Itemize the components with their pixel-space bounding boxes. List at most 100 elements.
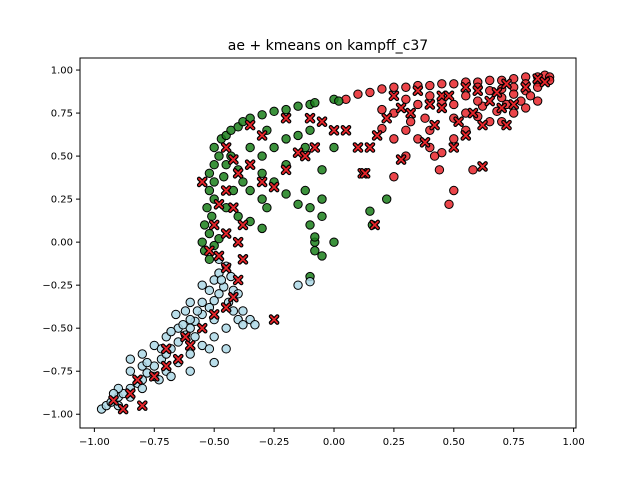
data-point-x <box>502 79 511 88</box>
data-point-x <box>258 177 267 187</box>
data-point <box>199 220 210 230</box>
data-point-x <box>119 404 128 414</box>
data-point <box>166 326 176 337</box>
data-point-x <box>281 114 291 123</box>
data-point-x <box>396 155 406 164</box>
data-point <box>281 104 291 115</box>
data-point-x <box>210 220 219 230</box>
data-point <box>125 354 136 364</box>
data-point <box>281 134 291 144</box>
data-point <box>166 371 176 382</box>
data-point <box>444 199 454 209</box>
data-point-x <box>492 88 502 97</box>
data-point <box>365 87 375 98</box>
data-point-x <box>186 341 195 350</box>
data-point <box>219 172 229 182</box>
data-point-x <box>396 103 406 113</box>
data-point-x <box>370 220 379 230</box>
x-tick-label: 0.00 <box>323 437 345 448</box>
data-point-x <box>478 162 487 171</box>
data-point-x <box>485 96 494 106</box>
data-point <box>238 320 248 330</box>
data-point <box>137 349 147 359</box>
data-point <box>377 84 387 94</box>
x-tick-label: −0.50 <box>199 437 230 448</box>
data-point-x <box>533 74 542 83</box>
data-point <box>389 172 399 182</box>
data-point-x <box>138 401 147 410</box>
data-point <box>180 306 191 316</box>
data-point <box>209 357 219 368</box>
data-point <box>257 194 267 204</box>
data-point <box>185 366 195 376</box>
data-point <box>214 289 224 299</box>
data-point <box>125 366 136 376</box>
data-point <box>520 103 531 113</box>
data-point-x <box>430 121 439 130</box>
data-point-x <box>497 103 506 113</box>
data-point-x <box>478 121 487 130</box>
data-point-x <box>420 138 430 147</box>
data-point <box>221 323 231 333</box>
data-point-x <box>461 83 470 92</box>
data-point-x <box>413 86 422 95</box>
data-point-x <box>301 151 310 161</box>
data-point <box>365 206 375 216</box>
data-point-x <box>229 293 238 302</box>
data-point <box>425 91 435 101</box>
data-point <box>202 203 212 213</box>
data-point <box>238 177 248 187</box>
data-point <box>281 189 291 199</box>
data-point <box>262 203 272 213</box>
data-point-x <box>246 160 255 169</box>
data-point <box>449 99 459 110</box>
data-point <box>233 211 243 222</box>
data-point <box>317 194 327 204</box>
data-point <box>305 220 315 230</box>
data-point <box>377 104 387 115</box>
data-point-x <box>210 310 219 319</box>
data-point-x <box>198 177 207 187</box>
data-point <box>171 309 181 320</box>
data-point <box>317 211 327 222</box>
data-point-x <box>150 372 159 381</box>
data-point-x <box>521 83 530 92</box>
data-point <box>204 168 215 179</box>
y-tick-label: 1.00 <box>51 66 73 77</box>
data-point <box>293 199 303 209</box>
data-point <box>142 357 152 368</box>
data-point-x <box>229 203 238 212</box>
data-point <box>317 165 327 175</box>
data-point-x <box>234 238 243 247</box>
data-point-x <box>461 131 470 140</box>
data-point <box>305 277 315 287</box>
data-point <box>293 280 303 290</box>
x-tick-label: 0.75 <box>503 437 525 448</box>
data-point <box>334 96 344 106</box>
data-point <box>185 314 195 325</box>
data-point-x <box>444 91 454 100</box>
data-point-x <box>246 121 255 130</box>
y-tick-label: 0.25 <box>51 195 73 206</box>
data-point-x <box>238 220 248 230</box>
data-point-x <box>258 131 267 140</box>
data-point <box>257 151 267 161</box>
data-point <box>401 82 411 92</box>
data-point <box>214 151 224 161</box>
data-point-x <box>109 396 118 405</box>
data-point-x <box>174 355 183 364</box>
data-point <box>204 228 215 239</box>
data-point <box>250 320 260 330</box>
data-point <box>525 91 536 101</box>
data-point <box>305 125 315 135</box>
data-point-x <box>126 389 135 398</box>
data-point-x <box>473 86 482 95</box>
data-point <box>434 165 445 175</box>
y-tick-label: −0.25 <box>42 281 73 292</box>
data-point-x <box>509 100 518 109</box>
data-point <box>437 79 447 89</box>
data-point-x <box>229 155 238 164</box>
data-point <box>461 91 471 101</box>
